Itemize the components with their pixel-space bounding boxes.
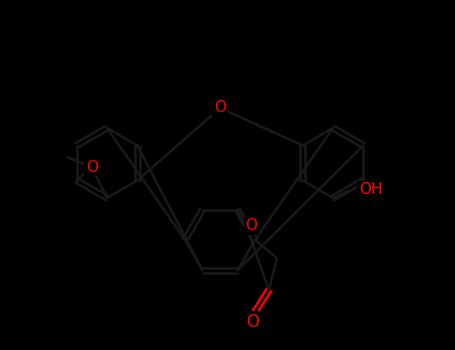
Text: O: O	[247, 313, 259, 331]
Text: O: O	[246, 218, 258, 233]
Text: OH: OH	[359, 182, 383, 197]
Text: O: O	[214, 100, 226, 116]
Text: O: O	[86, 160, 98, 175]
